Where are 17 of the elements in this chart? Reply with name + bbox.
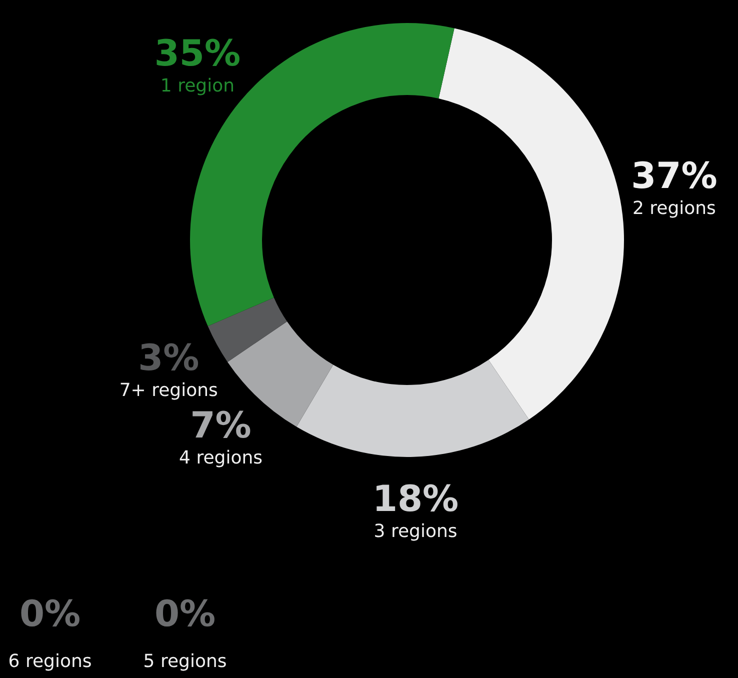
data-label: 18% — [372, 478, 459, 520]
donut-slice — [296, 360, 529, 457]
data-label: 7% — [190, 405, 252, 446]
data-label: 3% — [138, 338, 200, 380]
donut-slice — [208, 298, 288, 362]
text: 0% — [154, 594, 216, 635]
data-label: 35% — [154, 34, 241, 75]
data-label: 37% — [631, 156, 718, 198]
slice-label: 7+ regions — [119, 380, 218, 402]
slice-label: 4 regions — [179, 447, 263, 468]
category-label: 5 regions — [143, 651, 227, 672]
category-label: 6 regions — [8, 651, 92, 672]
slice-label: 1 region — [160, 76, 234, 97]
donut-slice — [438, 28, 624, 420]
text: 0% — [19, 594, 81, 635]
slice-label: 3 regions — [374, 520, 458, 542]
slice-label: 2 regions — [632, 198, 716, 220]
